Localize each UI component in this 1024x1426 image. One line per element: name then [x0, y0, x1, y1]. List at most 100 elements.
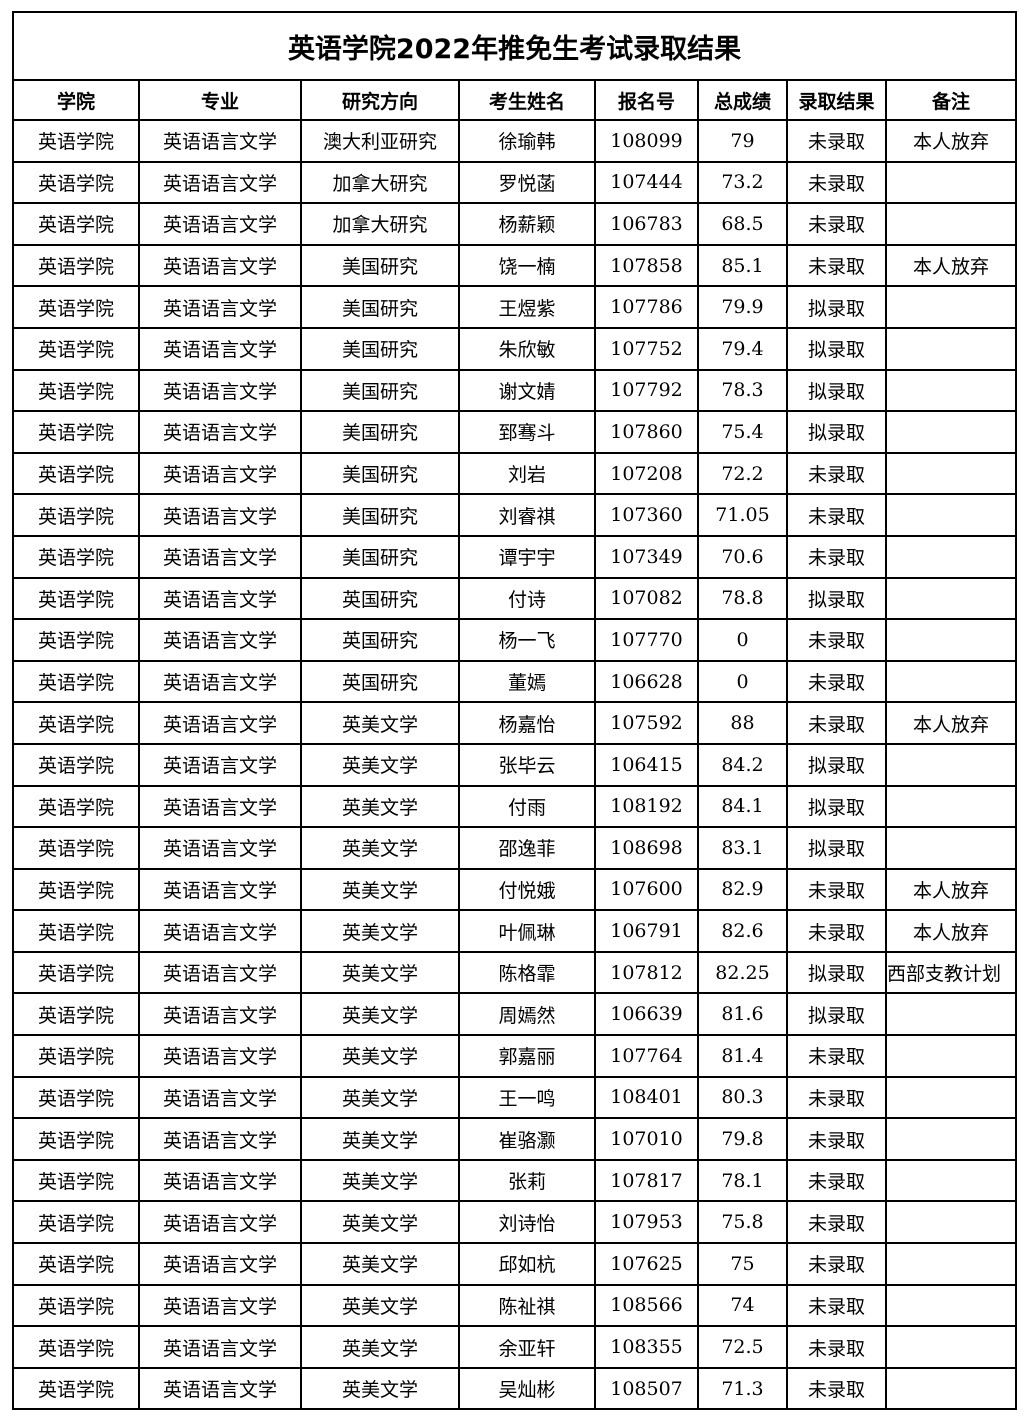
cell-admission-result: 拟录取 — [786, 576, 887, 621]
cell-major: 英语语言文学 — [138, 1158, 302, 1203]
cell-candidate-name: 郅骞斗 — [458, 410, 596, 454]
cell-college: 英语学院 — [12, 950, 140, 995]
cell-major: 英语语言文学 — [138, 826, 302, 870]
cell-admission-result: 未录取 — [786, 909, 887, 953]
cell-research-direction: 美国研究 — [300, 368, 460, 413]
cell-college: 英语学院 — [12, 1366, 140, 1411]
cell-total-score: 79.8 — [697, 1117, 788, 1161]
cell-remarks — [884, 826, 1018, 870]
cell-remarks — [884, 992, 1018, 1037]
cell-total-score: 81.6 — [697, 992, 788, 1037]
cell-remarks: 西部支教计划 — [884, 950, 1018, 995]
cell-major: 英语语言文学 — [138, 1034, 302, 1078]
cell-candidate-name: 王一鸣 — [458, 1075, 596, 1120]
cell-total-score: 83.1 — [697, 826, 788, 870]
cell-research-direction: 美国研究 — [300, 534, 460, 579]
cell-candidate-name: 余亚轩 — [458, 1325, 596, 1369]
table-row: 英语学院 英语语言文学 加拿大研究 罗悦菡 107444 73.2 未录取 — [12, 160, 1018, 205]
cell-total-score: 74 — [697, 1283, 788, 1328]
cell-major: 英语语言文学 — [138, 659, 302, 704]
cell-admission-result: 未录取 — [786, 243, 887, 288]
cell-research-direction: 英美文学 — [300, 909, 460, 953]
cell-candidate-name: 崔骆灏 — [458, 1117, 596, 1161]
cell-research-direction: 英美文学 — [300, 1034, 460, 1078]
table-row: 英语学院 英语语言文学 英国研究 董嫣 106628 0 未录取 — [12, 659, 1018, 704]
cell-registration-number: 107360 — [594, 493, 699, 537]
document-title: 英语学院2022年推免生考试录取结果 — [11, 11, 1018, 81]
cell-candidate-name: 董嫣 — [458, 659, 596, 704]
cell-candidate-name: 邵逸菲 — [458, 826, 596, 870]
cell-major: 英语语言文学 — [138, 1283, 302, 1328]
cell-admission-result: 未录取 — [786, 867, 887, 912]
cell-total-score: 81.4 — [697, 1034, 788, 1078]
cell-major: 英语语言文学 — [138, 1117, 302, 1161]
cell-admission-result: 未录取 — [786, 1325, 887, 1369]
cell-college: 英语学院 — [12, 826, 140, 870]
cell-major: 英语语言文学 — [138, 1075, 302, 1120]
cell-research-direction: 英国研究 — [300, 576, 460, 621]
cell-total-score: 82.9 — [697, 867, 788, 912]
table-row: 英语学院 英语语言文学 加拿大研究 杨薪颖 106783 68.5 未录取 — [12, 202, 1018, 246]
table-row: 英语学院 英语语言文学 英国研究 付诗 107082 78.8 拟录取 — [12, 576, 1018, 621]
cell-registration-number: 108192 — [594, 784, 699, 829]
cell-remarks — [884, 160, 1018, 205]
cell-total-score: 79.9 — [697, 285, 788, 329]
cell-research-direction: 英美文学 — [300, 992, 460, 1037]
cell-major: 英语语言文学 — [138, 202, 302, 246]
cell-major: 英语语言文学 — [138, 1200, 302, 1245]
cell-admission-result: 未录取 — [786, 1075, 887, 1120]
table-row: 英语学院 英语语言文学 英美文学 邱如杭 107625 75 未录取 — [12, 1242, 1018, 1286]
cell-candidate-name: 吴灿彬 — [458, 1366, 596, 1411]
table-row: 英语学院 英语语言文学 英美文学 叶佩琳 106791 82.6 未录取 本人放弃 — [12, 909, 1018, 953]
table-row: 英语学院 英语语言文学 英美文学 余亚轩 108355 72.5 未录取 — [12, 1325, 1018, 1369]
table-row: 英语学院 英语语言文学 英美文学 邵逸菲 108698 83.1 拟录取 — [12, 826, 1018, 870]
cell-remarks — [884, 618, 1018, 662]
cell-research-direction: 英美文学 — [300, 1325, 460, 1369]
cell-major: 英语语言文学 — [138, 493, 302, 537]
table-row: 英语学院 英语语言文学 英美文学 王一鸣 108401 80.3 未录取 — [12, 1075, 1018, 1120]
cell-college: 英语学院 — [12, 285, 140, 329]
cell-college: 英语学院 — [12, 742, 140, 787]
cell-remarks — [884, 1075, 1018, 1120]
cell-total-score: 70.6 — [697, 534, 788, 579]
cell-research-direction: 英美文学 — [300, 1117, 460, 1161]
cell-college: 英语学院 — [12, 909, 140, 953]
cell-total-score: 72.2 — [697, 451, 788, 496]
table-row: 英语学院 英语语言文学 美国研究 王煜紫 107786 79.9 拟录取 — [12, 285, 1018, 329]
header-candidate-name: 考生姓名 — [458, 79, 596, 121]
cell-major: 英语语言文学 — [138, 576, 302, 621]
table-row: 英语学院 英语语言文学 美国研究 刘睿祺 107360 71.05 未录取 — [12, 493, 1018, 537]
cell-total-score: 84.1 — [697, 784, 788, 829]
cell-research-direction: 英美文学 — [300, 1200, 460, 1245]
cell-admission-result: 未录取 — [786, 119, 887, 163]
cell-total-score: 73.2 — [697, 160, 788, 205]
cell-major: 英语语言文学 — [138, 618, 302, 662]
cell-total-score: 0 — [697, 659, 788, 704]
cell-admission-result: 拟录取 — [786, 826, 887, 870]
cell-college: 英语学院 — [12, 784, 140, 829]
cell-major: 英语语言文学 — [138, 285, 302, 329]
cell-major: 英语语言文学 — [138, 368, 302, 413]
cell-remarks: 本人放弃 — [884, 909, 1018, 953]
header-remarks: 备注 — [884, 79, 1018, 121]
cell-candidate-name: 徐瑜韩 — [458, 119, 596, 163]
cell-admission-result: 拟录取 — [786, 285, 887, 329]
cell-admission-result: 拟录取 — [786, 742, 887, 787]
cell-total-score: 79 — [697, 119, 788, 163]
table-row: 英语学院 英语语言文学 英美文学 陈格霏 107812 82.25 拟录取 西部支教计划 — [12, 950, 1018, 995]
cell-major: 英语语言文学 — [138, 992, 302, 1037]
cell-registration-number: 107349 — [594, 534, 699, 579]
cell-registration-number: 107752 — [594, 326, 699, 371]
cell-major: 英语语言文学 — [138, 1325, 302, 1369]
table-row: 英语学院 英语语言文学 英美文学 张莉 107817 78.1 未录取 — [12, 1158, 1018, 1203]
cell-remarks: 本人放弃 — [884, 119, 1018, 163]
cell-admission-result: 拟录取 — [786, 784, 887, 829]
cell-candidate-name: 付诗 — [458, 576, 596, 621]
cell-total-score: 78.1 — [697, 1158, 788, 1203]
cell-college: 英语学院 — [12, 243, 140, 288]
cell-candidate-name: 王煜紫 — [458, 285, 596, 329]
cell-admission-result: 未录取 — [786, 534, 887, 579]
cell-college: 英语学院 — [12, 493, 140, 537]
cell-candidate-name: 饶一楠 — [458, 243, 596, 288]
cell-registration-number: 107764 — [594, 1034, 699, 1078]
